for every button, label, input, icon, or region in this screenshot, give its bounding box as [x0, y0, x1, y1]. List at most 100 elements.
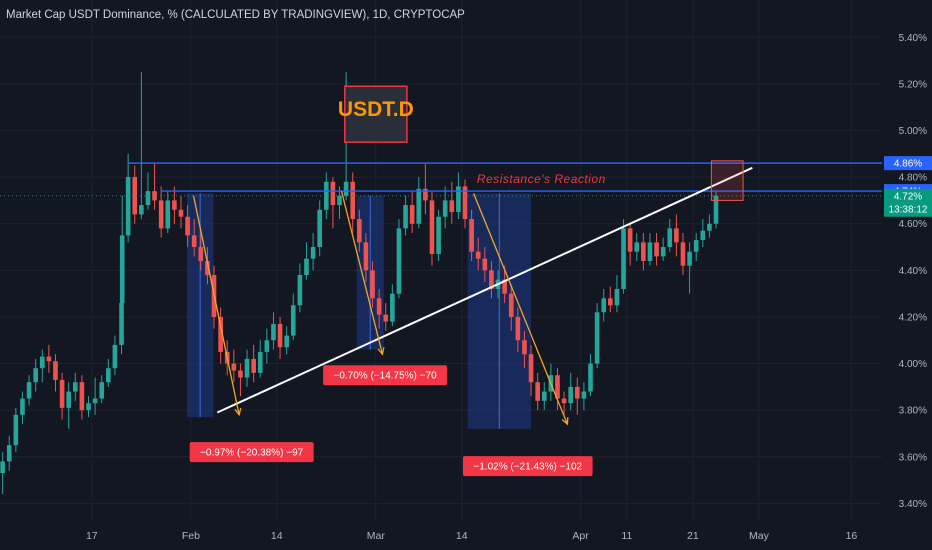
- candle-body: [112, 344, 118, 369]
- candle-body: [581, 391, 587, 399]
- resistance-price-tag-box: [884, 156, 932, 171]
- time-tick-label: 14: [456, 530, 468, 542]
- current-price-tag: 4.72%: [894, 191, 922, 202]
- arrow-line: [472, 193, 568, 425]
- candle-body: [244, 358, 250, 378]
- candle-body: [588, 363, 593, 392]
- candle-body: [257, 351, 263, 373]
- arrow-line: [340, 190, 384, 355]
- candle-body: [33, 368, 38, 383]
- candle-body: [674, 228, 679, 243]
- candle-body: [376, 298, 382, 315]
- candle-body: [125, 177, 131, 236]
- measure-label: −0.70% (−14.75%) −70: [334, 371, 438, 382]
- price-tick-label: 5.40%: [899, 33, 927, 44]
- candle-body: [172, 200, 177, 210]
- price-tick-label: 4.60%: [899, 219, 927, 230]
- candle-countdown: 13:38:12: [889, 204, 928, 215]
- candle-body: [713, 195, 719, 224]
- candle-body: [6, 445, 12, 462]
- candle-body: [363, 242, 369, 271]
- time-tick-label: 11: [621, 530, 632, 542]
- candle-body: [502, 279, 507, 294]
- candle-body: [390, 293, 395, 322]
- candle-body: [357, 219, 362, 243]
- candle-body: [251, 358, 256, 373]
- measure-label-box: [323, 365, 448, 386]
- time-tick-label: Feb: [182, 530, 200, 542]
- candle-body: [482, 258, 488, 271]
- candle-body: [271, 323, 276, 341]
- arrow-line: [192, 195, 240, 415]
- candle-body: [370, 270, 375, 299]
- candle-body: [330, 181, 336, 206]
- price-tick-label: 4.80%: [899, 173, 927, 184]
- candle-body: [317, 209, 323, 248]
- candle-body: [198, 247, 204, 262]
- candle-body: [396, 228, 402, 294]
- candle-body: [284, 335, 289, 348]
- candle-body: [145, 191, 151, 206]
- candle-body: [621, 228, 626, 289]
- candle-body: [297, 275, 303, 306]
- overlays: −0.97% (−20.38%) −97 −0.70% (−14.75%) −70…: [0, 85, 882, 477]
- candle-body: [139, 205, 144, 215]
- candle-body: [680, 242, 686, 266]
- candle-body: [535, 382, 540, 401]
- candle-body: [178, 209, 184, 217]
- candle-body: [423, 188, 428, 201]
- candle-body: [337, 195, 342, 206]
- price-tick-label: 4.00%: [899, 359, 927, 370]
- candle-body: [608, 298, 613, 306]
- candle-body: [601, 298, 607, 313]
- candle-body: [132, 177, 138, 215]
- candle-body: [693, 240, 699, 252]
- trendline: [216, 166, 753, 414]
- candle-body: [634, 242, 640, 252]
- candle-body: [231, 363, 237, 371]
- arrow-head: [234, 407, 242, 417]
- chart-header-title: Market Cap USDT Dominance, % (CALCULATED…: [6, 9, 465, 21]
- candle-body: [462, 186, 468, 220]
- candle-body: [99, 382, 105, 399]
- candle-body: [191, 235, 197, 248]
- candle-body: [654, 242, 659, 257]
- candle-body: [304, 258, 309, 275]
- candle-body: [403, 205, 408, 229]
- candle-body: [26, 382, 32, 399]
- candle-body: [350, 181, 356, 220]
- candle-body: [185, 216, 190, 236]
- time-tick-label: 21: [687, 530, 699, 542]
- candle-body: [53, 361, 58, 380]
- candle-body: [614, 288, 620, 306]
- candle-body: [687, 251, 692, 266]
- candle-body: [119, 235, 125, 303]
- candle-body: [106, 368, 111, 383]
- candle-body: [152, 191, 157, 201]
- candle-body: [442, 200, 448, 217]
- arrow-head: [561, 417, 569, 426]
- candle-body: [72, 382, 78, 392]
- time-tick-label: 17: [86, 530, 98, 542]
- arrow-head: [377, 347, 385, 356]
- measure-label: −0.97% (−20.38%) −97: [200, 448, 304, 459]
- candle-body: [46, 356, 52, 362]
- candle-body: [86, 403, 91, 411]
- candle-body: [238, 370, 243, 378]
- resistance-price-tag: 4.86%: [894, 159, 922, 170]
- candle-body: [277, 323, 283, 348]
- candle-body: [707, 223, 712, 231]
- candle-body: [39, 356, 45, 369]
- candle-body: [119, 302, 124, 345]
- candle-body: [59, 379, 65, 408]
- candle-body: [323, 181, 329, 210]
- price-tick-label: 4.40%: [899, 266, 927, 277]
- candle-body: [343, 181, 349, 196]
- price-tick-label: 3.60%: [899, 452, 927, 463]
- time-tick-label: 14: [271, 530, 283, 542]
- candle-body: [555, 375, 560, 399]
- candle-body: [528, 354, 534, 383]
- candle-body: [700, 230, 706, 241]
- candle-body: [383, 314, 389, 322]
